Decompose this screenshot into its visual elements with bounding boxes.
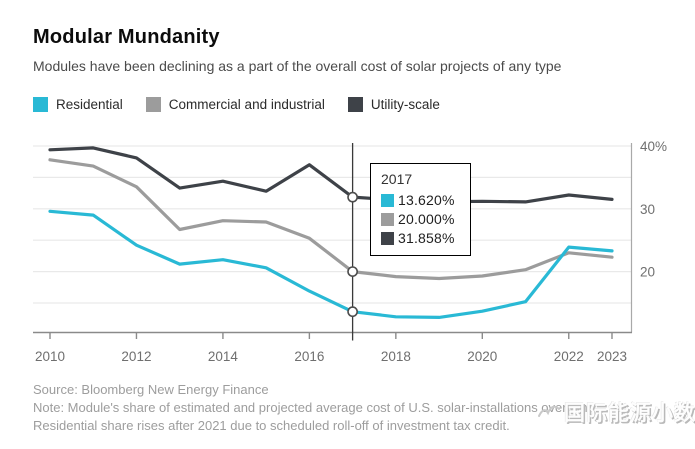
source-text: Source: Bloomberg New Energy Finance xyxy=(33,382,269,397)
page-title: Modular Mundanity xyxy=(33,26,220,48)
legend-item-commercial-and-industrial: Commercial and industrial xyxy=(145,97,325,112)
tooltip-row: 13.620% xyxy=(381,192,459,208)
series-line-residential xyxy=(48,209,614,319)
chart-tooltip-2017: 2017 13.620% 20.000% 31.858% xyxy=(370,163,471,256)
tooltip-value: 20.000% xyxy=(398,211,455,227)
tooltip-row: 20.000% xyxy=(381,211,459,227)
note-text-line1: Note: Module's share of estimated and pr… xyxy=(33,400,599,415)
y-axis-label-20: 20 xyxy=(640,265,655,280)
legend-label: Utility-scale xyxy=(370,97,440,112)
legend-item-residential: Residential xyxy=(33,97,123,112)
watermark-bird-icon xyxy=(538,405,560,417)
x-axis-label-2010: 2010 xyxy=(35,349,65,364)
legend-label: Residential xyxy=(56,97,123,112)
legend-swatch xyxy=(347,97,363,112)
series-line-commercial-and-industrial xyxy=(48,158,614,281)
watermark-text: 国际能源小数据 xyxy=(564,402,695,425)
x-axis-label-2018: 2018 xyxy=(381,349,411,364)
note-text-line2: Residential share rises after 2021 due t… xyxy=(33,418,510,433)
tooltip-swatch xyxy=(381,212,394,226)
y-axis-label-40: 40% xyxy=(640,139,667,154)
watermark: 国际能源小数据 xyxy=(536,397,695,427)
tooltip-swatch xyxy=(381,193,394,207)
x-axis-label-2014: 2014 xyxy=(208,349,239,364)
x-axis-label-2016: 2016 xyxy=(294,349,324,364)
tooltip-year-label: 2017 xyxy=(381,171,413,187)
tooltip-value: 13.620% xyxy=(398,192,455,208)
legend-label: Commercial and industrial xyxy=(168,97,325,112)
legend-swatch xyxy=(145,97,161,112)
chart-legend: Residential Commercial and industrial Util… xyxy=(33,97,440,112)
chart-subtitle: Modules have been declining as a part of… xyxy=(33,58,562,74)
chart-footer: Source: Bloomberg New Energy Finance Not… xyxy=(33,381,598,435)
tooltip-swatch xyxy=(381,231,394,245)
highlight-marker-residential xyxy=(347,306,359,318)
line-chart-plot[interactable]: 40% 30 20 2010 2012 2014 2016 2018 2020 2022 2023 xyxy=(0,130,695,375)
legend-swatch xyxy=(33,97,48,112)
tooltip-row: 31.858% xyxy=(381,230,459,246)
y-axis-label-30: 30 xyxy=(640,202,655,217)
highlight-marker-utility-scale xyxy=(347,191,359,203)
x-axis-label-2012: 2012 xyxy=(121,349,151,364)
highlight-marker-commercial-and-industrial xyxy=(347,266,359,277)
x-axis-label-2023: 2023 xyxy=(597,349,627,364)
series-line-utility-scale xyxy=(48,146,614,204)
tooltip-value: 31.858% xyxy=(398,230,455,246)
legend-item-utility-scale: Utility-scale xyxy=(347,97,440,112)
x-axis-label-2022: 2022 xyxy=(554,349,584,364)
x-axis-label-2020: 2020 xyxy=(467,349,497,364)
